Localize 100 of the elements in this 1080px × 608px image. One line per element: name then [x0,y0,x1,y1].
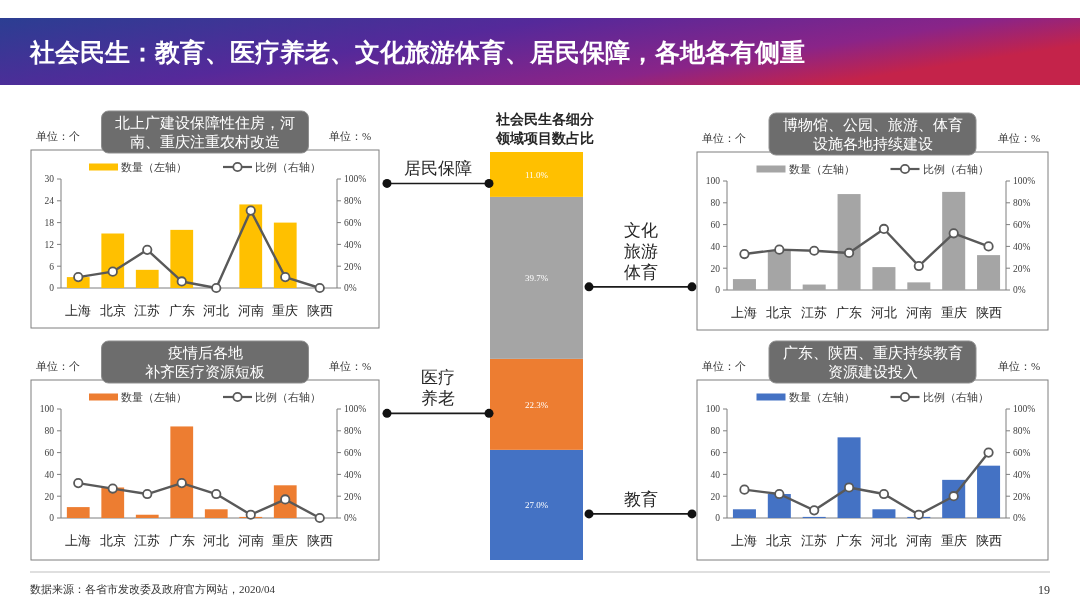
x-tick-label: 河北 [870,533,897,548]
point [809,245,820,256]
y-tick-label: 100 [39,404,55,415]
point [739,248,750,260]
point [774,488,785,500]
x-tick-label: 重庆 [940,305,967,320]
x-tick-label: 河南 [237,533,264,548]
y2-tick-label: 0% [1013,513,1026,524]
data-label: 11.0% [525,169,549,180]
y2-axis-title: 单位：% [329,130,372,142]
y-axis-title: 单位：个 [702,132,746,144]
x-tick-label: 重庆 [272,303,299,318]
x-tick-label: 广东 [836,305,863,320]
legend-label: 数量（左轴） [121,390,187,403]
point [739,484,750,495]
bar [872,509,896,518]
data-label: 39.7% [524,273,549,284]
y-tick-label: 40 [710,241,721,252]
y2-axis-title: 单位：% [329,360,372,372]
point [843,247,855,259]
bar [490,358,583,450]
x-tick-label: 北京 [766,533,793,548]
point [913,509,924,520]
bar [490,196,583,359]
y-tick-label: 12 [44,239,55,250]
x-tick-label: 河南 [237,303,264,318]
x-tick-label: 北京 [766,305,793,320]
y2-tick-label: 0% [1013,285,1026,296]
y-tick-label: 100 [705,176,721,187]
x-tick-label: 北京 [99,533,126,548]
y2-tick-label: 100% [1013,176,1036,187]
y2-axis-title: 单位：% [998,360,1041,372]
x-tick-label: 陕西 [975,533,1002,548]
x-tick-label: 上海 [731,305,758,320]
point [948,228,959,239]
point [211,282,222,294]
y2-tick-label: 80% [1013,426,1031,437]
point [983,241,994,252]
point [878,223,890,235]
text: 文化旅游体育 [623,220,658,282]
y-axis-title: 单位：个 [702,360,746,372]
y-tick-label: 6 [49,261,55,272]
point [73,272,84,283]
bar [135,514,159,518]
point [107,483,118,494]
x-tick-label: 陕西 [975,305,1002,320]
y-tick-label: 0 [715,285,721,296]
y-tick-label: 40 [44,469,55,480]
text: 医疗养老 [421,368,455,409]
x-tick-label: 上海 [731,533,758,548]
y2-tick-label: 0% [344,283,357,294]
bar [907,282,931,290]
chart-title: 社会民生各细分领域项目数占比 [495,111,595,146]
x-tick-label: 北京 [99,303,126,318]
bar [66,507,90,518]
y-axis-title: 单位：个 [36,130,80,142]
point [843,482,855,493]
point [280,272,291,283]
x-tick-label: 上海 [65,533,92,548]
y2-tick-label: 60% [344,447,362,458]
data-label: 27.0% [524,500,549,511]
y-tick-label: 60 [710,219,721,230]
y2-tick-label: 40% [344,239,362,250]
legend-label: 比例（右轴） [255,160,321,173]
y-tick-label: 60 [710,447,721,458]
y2-tick-label: 60% [1013,447,1031,458]
y2-tick-label: 20% [344,261,362,272]
chart-title: 北上广建设保障性住房，河南、重庆注重农村改造 [115,114,295,150]
x-tick-label: 广东 [168,303,195,318]
chart-title: 疫情后各地补齐医疗资源短板 [145,344,265,380]
x-tick-label: 陕西 [306,303,333,318]
text: 教育 [623,489,658,509]
legend-label: 比例（右轴） [922,390,989,403]
point [245,205,256,216]
y-tick-label: 18 [44,217,55,228]
point [314,512,325,524]
y2-tick-label: 80% [344,426,362,437]
bar [732,279,756,290]
y2-axis-title: 单位：% [998,132,1041,144]
x-tick-label: 陕西 [306,533,333,548]
x-tick-label: 重庆 [272,533,299,548]
bar [490,152,583,197]
y-tick-label: 0 [715,513,721,524]
bar [837,194,861,290]
legend-label: 数量（左轴） [788,390,855,403]
bar [204,509,228,518]
y2-tick-label: 0% [344,513,357,524]
y-tick-label: 0 [49,283,55,294]
point [176,276,187,287]
point [314,282,325,294]
point [983,447,994,458]
y-tick-label: 80 [710,198,721,209]
x-tick-label: 江苏 [801,533,828,548]
bar [273,222,297,288]
y-tick-label: 80 [710,426,721,437]
x-tick-label: 河北 [203,533,230,548]
point [878,488,890,500]
text: 19 [1038,583,1050,597]
legend-label: 数量（左轴） [121,160,187,173]
point [809,505,820,516]
